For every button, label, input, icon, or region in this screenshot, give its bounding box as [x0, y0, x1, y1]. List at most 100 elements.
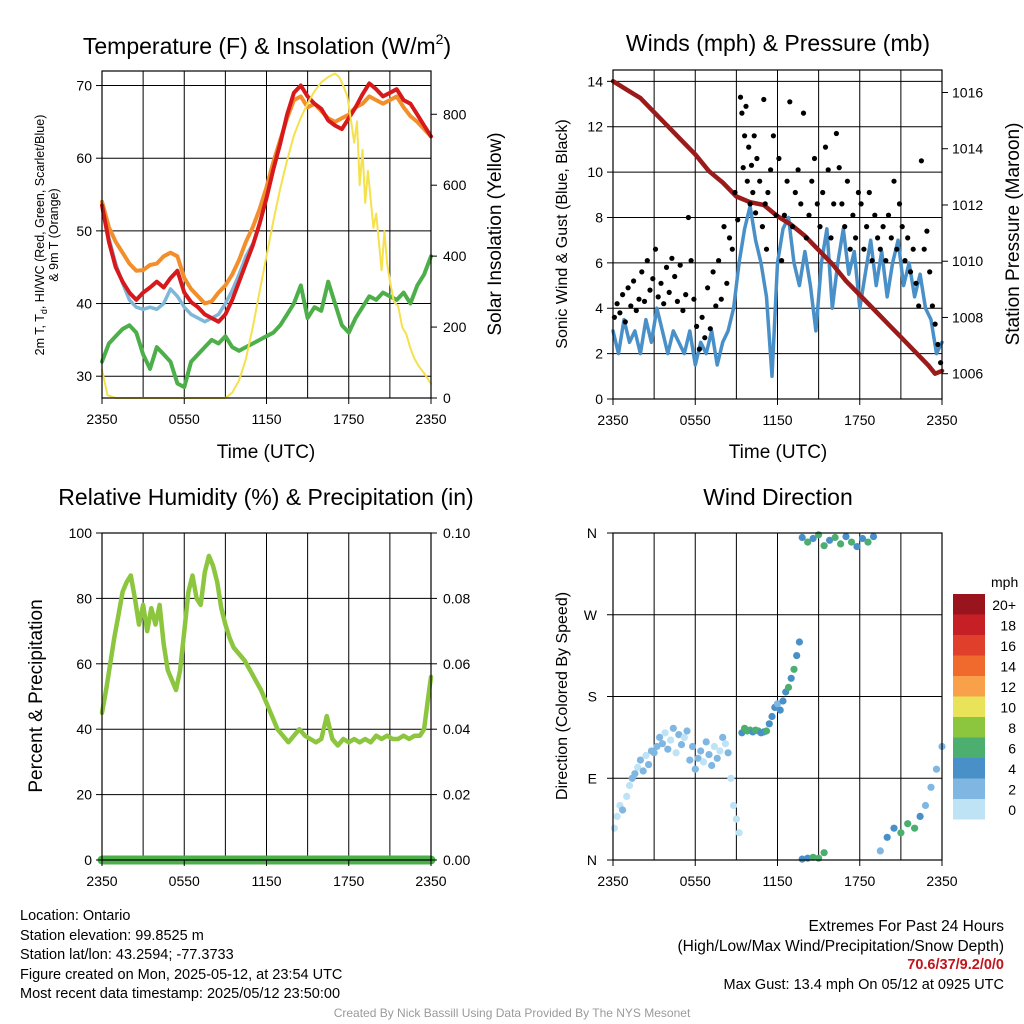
gust-point	[647, 287, 653, 293]
y2-tick-label: 1008	[952, 309, 983, 325]
gust-point	[729, 246, 735, 252]
gust-point	[677, 262, 683, 268]
direction-point	[699, 758, 708, 766]
x-tick-label: 2350	[926, 412, 957, 428]
direction-point	[815, 531, 823, 539]
x-tick-label: 1150	[762, 873, 792, 889]
y-tick-label: 2	[595, 346, 603, 362]
direction-point	[686, 756, 694, 764]
wind-direction-grid	[613, 532, 942, 861]
direction-point	[773, 700, 782, 708]
gust-point	[896, 201, 903, 207]
direction-point	[667, 736, 675, 744]
legend-swatch	[953, 737, 985, 758]
y-tick-label: 0	[84, 852, 92, 868]
gust-point	[658, 280, 664, 286]
series-line	[101, 72, 432, 399]
gust-point	[858, 201, 864, 207]
gust-point	[853, 235, 859, 241]
temperature-chart-title: Temperature (F) & Insolation (W/m2)	[83, 31, 451, 59]
gust-point	[716, 258, 722, 264]
gust-point	[872, 212, 878, 218]
direction-point	[904, 820, 912, 828]
gust-point	[924, 228, 930, 234]
gust-point	[641, 298, 648, 304]
direction-point	[613, 812, 621, 821]
direction-point	[826, 536, 834, 544]
x-tick-label: 1750	[333, 873, 364, 889]
direction-point	[916, 812, 924, 821]
humidity-y-axis-label: Percent & Precipitation	[26, 599, 47, 792]
gust-point	[762, 201, 768, 207]
direction-point	[705, 751, 713, 759]
x-tick-label: 1750	[333, 411, 364, 427]
direction-point	[727, 774, 735, 782]
y-tick-label: E	[588, 770, 597, 786]
gust-point	[932, 321, 938, 327]
y-tick-label: 60	[76, 150, 92, 166]
pressure-y-ticks: 1006 1008 1010 1012 1014 1016	[942, 84, 983, 382]
direction-point	[672, 749, 680, 757]
y-tick-label: 6	[595, 255, 603, 271]
gust-point	[885, 212, 892, 218]
direction-point	[820, 849, 828, 857]
direction-point	[820, 542, 828, 550]
x-tick-label: 1150	[762, 412, 792, 428]
gust-point	[773, 212, 779, 218]
legend-swatch	[953, 614, 985, 635]
gust-point	[806, 212, 812, 218]
direction-point	[793, 652, 801, 660]
wind-direction-x-ticks: 2350 0550 1150 1750 2350	[597, 860, 958, 889]
series-line	[610, 78, 945, 376]
direction-point	[645, 761, 653, 769]
y-tick-label: 60	[76, 656, 92, 672]
y-tick-label: 0	[595, 391, 603, 407]
direction-point	[680, 733, 688, 742]
gust-point	[779, 258, 785, 264]
y2-tick-label: 800	[443, 106, 467, 122]
direction-point	[719, 733, 727, 742]
gust-point	[825, 167, 831, 173]
gust-point	[669, 255, 675, 261]
direction-point	[623, 792, 631, 801]
gust-point	[666, 289, 672, 295]
svg-text:2m T, Td, HI/WC (Red, Green, S: 2m T, Td, HI/WC (Red, Green, Scarlet/Blu…	[33, 115, 49, 356]
y-tick-label: 12	[587, 119, 603, 135]
gust-point	[737, 94, 744, 100]
direction-point	[804, 538, 812, 546]
gust-point	[798, 201, 804, 207]
gust-point	[718, 296, 724, 302]
legend-swatch	[953, 655, 985, 676]
gust-point	[828, 235, 834, 241]
gust-point	[864, 224, 870, 230]
direction-point	[876, 847, 884, 855]
direction-point	[688, 742, 697, 751]
gust-point	[721, 224, 727, 230]
gust-point	[694, 323, 700, 329]
y-tick-label: 20	[76, 787, 92, 803]
legend-label: 6	[1008, 741, 1016, 757]
x-tick-label: 0550	[680, 412, 711, 428]
legend-label: 8	[1008, 720, 1016, 736]
direction-point	[883, 833, 891, 841]
wind-direction-points	[610, 531, 946, 863]
direction-point	[710, 742, 719, 751]
gust-point	[633, 307, 639, 314]
gust-point	[781, 212, 788, 218]
gust-point	[929, 303, 936, 309]
gust-point	[740, 165, 746, 171]
temperature-panel: Temperature (F) & Insolation (W/m2) 30 40…	[33, 31, 506, 463]
series-line	[100, 94, 433, 306]
y2-tick-label: 0	[443, 390, 451, 406]
direction-point	[724, 749, 732, 757]
gust-point	[844, 178, 851, 184]
gust-point	[617, 310, 623, 316]
wind-direction-y-axis-label: Direction (Colored By Speed)	[554, 592, 571, 800]
gust-point	[614, 301, 620, 307]
y2-tick-label: 1006	[952, 366, 983, 382]
direction-point	[837, 540, 845, 548]
gust-point	[707, 326, 713, 332]
y-tick-label: S	[588, 689, 597, 705]
gust-point	[820, 189, 826, 196]
